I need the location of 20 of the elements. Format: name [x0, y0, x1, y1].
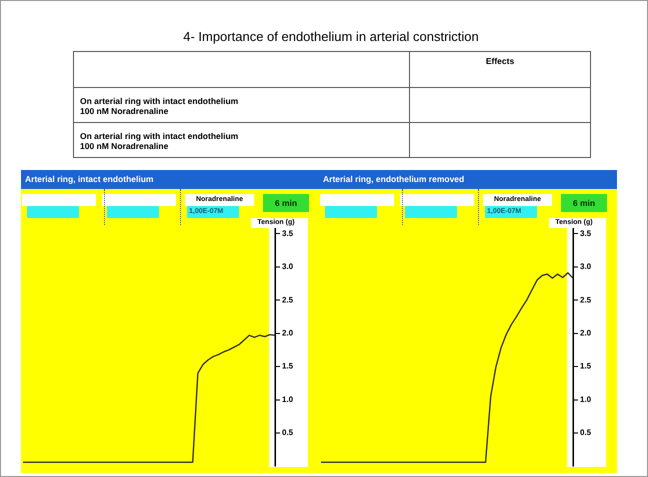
y-tick-label: 0.5 [282, 428, 294, 438]
y-tick-label: 3.5 [282, 228, 294, 238]
chart-title: Arterial ring, endothelium removed [319, 170, 617, 189]
y-tick-label: 3.5 [580, 228, 592, 238]
y-tick-label: 1.0 [580, 394, 592, 404]
category-label: On arterial ring with intact endothelium 100 nM Noradrenaline [74, 122, 410, 158]
y-tick-label: 3.0 [580, 262, 592, 272]
chart-title: Arterial ring, intact endothelium [21, 170, 319, 189]
text: Effects [410, 52, 590, 88]
y-tick-label: 1.5 [282, 362, 294, 371]
text: 4- Importance of endothelium in arterial constriction [182, 29, 480, 46]
y-tick-label: 2.5 [580, 295, 592, 304]
y-tick-label: 1.0 [282, 394, 294, 404]
y-tick-label: 3.0 [282, 262, 294, 272]
y-tick-label: 1.5 [580, 362, 592, 371]
y-tick-label: 2.5 [282, 295, 294, 304]
category-label: On arterial ring with intact endothelium 100 nM Noradrenaline [74, 88, 410, 122]
y-tick-label: 0.5 [580, 428, 592, 438]
y-tick-label: 2.0 [580, 328, 592, 338]
y-tick-label: 2.0 [282, 328, 294, 338]
